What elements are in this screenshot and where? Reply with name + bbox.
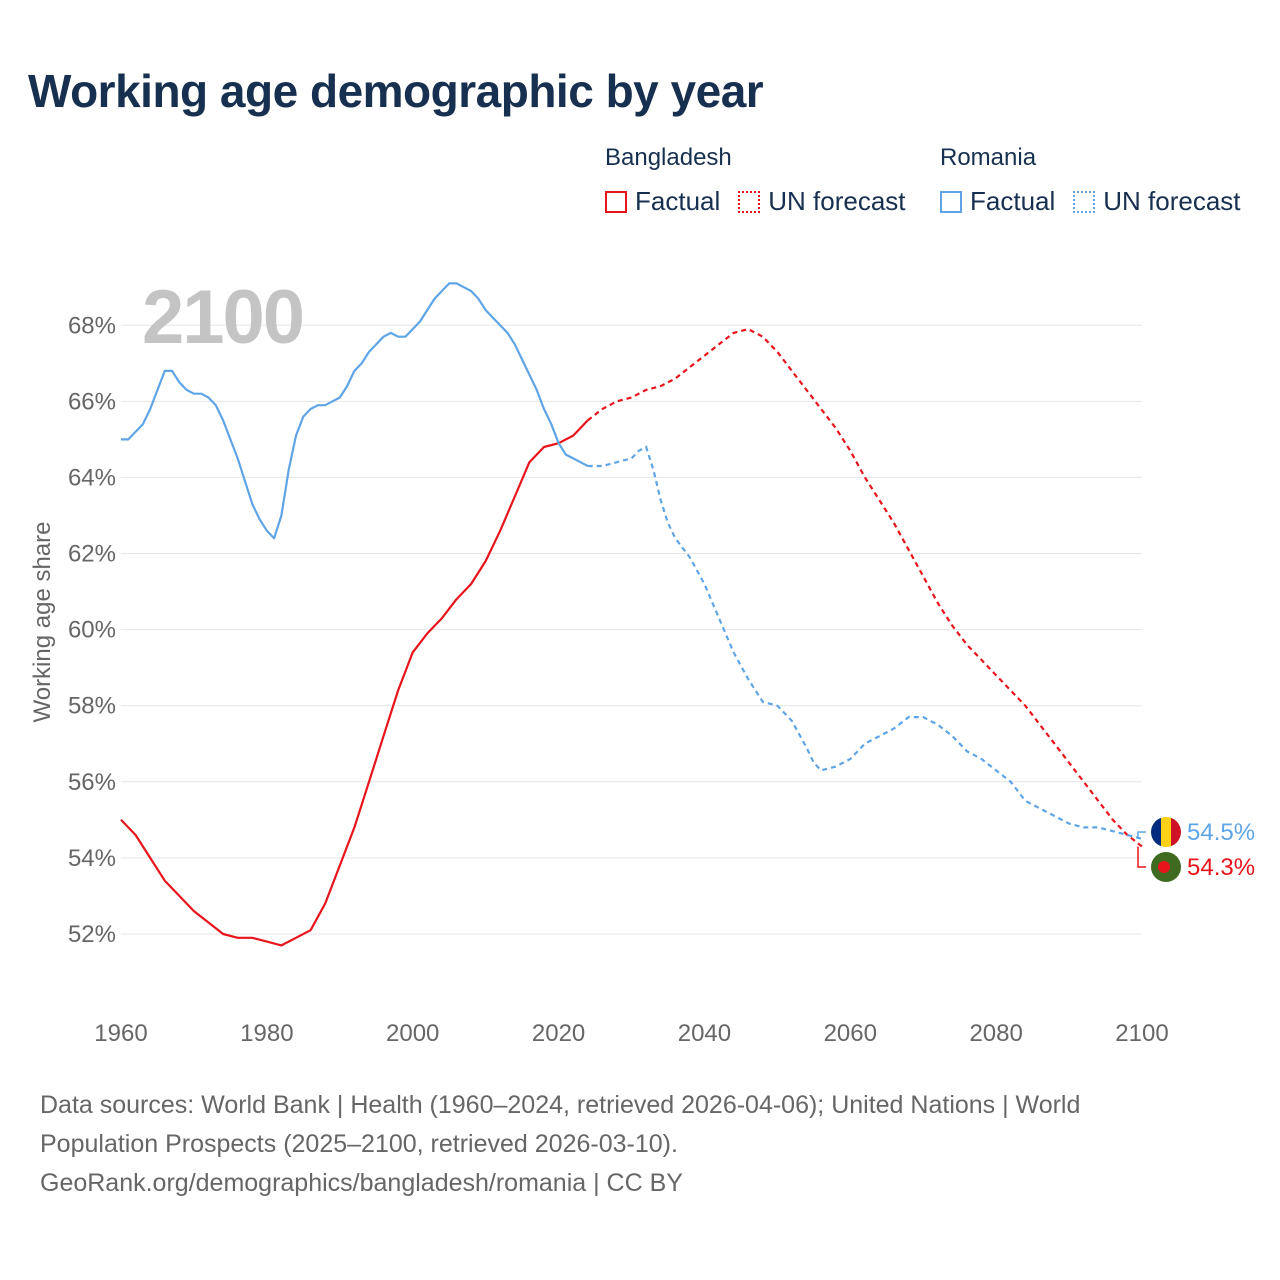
y-axis: 52% 54% 56% 58% 60% 62% 64% 66% 68% [68, 312, 116, 948]
chart-title: Working age demographic by year [28, 65, 764, 117]
y-tick-label: 56% [68, 769, 116, 796]
legend-item-romania-factual[interactable]: Factual [940, 186, 1055, 217]
source-note: Data sources: World Bank | Health (1960–… [40, 1086, 1200, 1203]
flag-romania-icon [1151, 817, 1181, 847]
legend-label: UN forecast [1103, 186, 1241, 216]
y-tick-label: 60% [68, 617, 116, 644]
series-line-romania-forecast [587, 445, 1143, 840]
x-tick-label: 2040 [678, 1020, 731, 1047]
legend-country-romania: Romania [940, 144, 1037, 171]
legend-item-romania-forecast[interactable]: UN forecast [1073, 186, 1241, 217]
series-line-romania-factual [121, 282, 589, 540]
dotted-swatch-icon [1073, 190, 1096, 213]
y-tick-label: 54% [68, 845, 116, 872]
flag-stripe-blue [1151, 817, 1161, 847]
legend-item-bangladesh-forecast[interactable]: UN forecast [738, 186, 906, 217]
x-tick-label: 2100 [1115, 1020, 1168, 1047]
solid-swatch-icon [605, 190, 627, 213]
grid [121, 324, 1142, 935]
legend-bangladesh: Bangladesh Factual UN forecast [605, 144, 924, 217]
x-tick-label: 2080 [969, 1020, 1022, 1047]
dotted-swatch-icon [738, 190, 761, 213]
y-tick-label: 58% [68, 693, 116, 720]
source-line-1: Data sources: World Bank | Health (1960–… [40, 1091, 1081, 1119]
legend-romania: Romania Factual UN forecast [940, 144, 1259, 217]
x-tick-label: 2000 [386, 1020, 439, 1047]
legend-label: UN forecast [768, 186, 906, 216]
flag-bangladesh-icon [1151, 852, 1181, 882]
y-axis-label: Working age share [29, 522, 56, 723]
legend-item-bangladesh-factual[interactable]: Factual [605, 186, 720, 217]
source-line-2: Population Prospects (2025–2100, retriev… [40, 1130, 678, 1158]
legend-country-bangladesh: Bangladesh [605, 144, 732, 171]
y-tick-label: 68% [68, 312, 116, 339]
x-tick-label: 2060 [824, 1020, 877, 1047]
flag-stripe-red [1171, 817, 1181, 847]
x-tick-label: 1980 [240, 1020, 293, 1047]
leader-line-bangladesh [1137, 846, 1146, 868]
y-tick-label: 52% [68, 921, 116, 948]
flag-disc-red [1158, 861, 1170, 873]
flag-stripes [1151, 817, 1181, 847]
x-tick-label: 2020 [532, 1020, 585, 1047]
x-axis: 1960 1980 2000 2020 2040 2060 2080 2100 [94, 1020, 1168, 1047]
end-value-label-bangladesh: 54.3% [1187, 854, 1255, 881]
series-group [120, 282, 1143, 947]
legend-label: Factual [970, 186, 1056, 216]
legend-label: Factual [635, 186, 721, 216]
y-tick-label: 64% [68, 464, 116, 491]
end-markers: 54.5% 54.3% [1137, 817, 1255, 882]
x-tick-label: 1960 [94, 1020, 147, 1047]
flag-stripe-yellow [1161, 817, 1171, 847]
series-line-bangladesh-factual [120, 419, 589, 947]
year-watermark: 2100 [142, 275, 303, 360]
leader-line-romania [1137, 831, 1146, 839]
y-tick-label: 62% [68, 541, 116, 568]
line-chart: 2100 52% 54% 56% 58% 60% 62% 64% 66% 68% 1960 198… [29, 275, 1255, 1047]
series-line-bangladesh-forecast [587, 327, 1143, 848]
y-tick-label: 66% [68, 388, 116, 415]
source-link[interactable]: GeoRank.org/demographics/bangladesh/roma… [40, 1169, 683, 1197]
end-value-label-romania: 54.5% [1187, 819, 1255, 846]
solid-swatch-icon [940, 190, 962, 213]
